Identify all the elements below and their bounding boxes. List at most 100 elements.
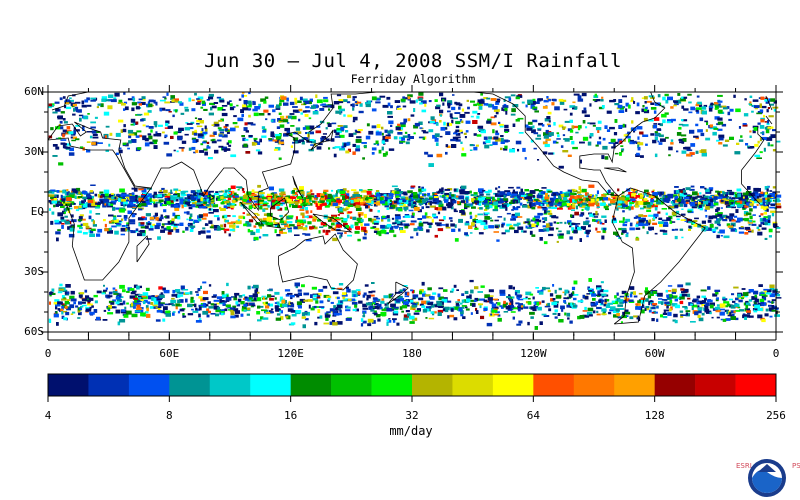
rain-cell: [386, 223, 392, 228]
rain-cell: [529, 230, 533, 235]
rain-cell: [270, 192, 274, 195]
rain-cell: [99, 198, 104, 202]
rain-cell: [432, 311, 437, 314]
rain-cell: [690, 202, 696, 207]
rain-cell: [144, 137, 149, 142]
rain-cell: [529, 204, 533, 209]
rain-cell: [758, 284, 763, 287]
rain-cell: [326, 216, 330, 220]
rain-cell: [595, 144, 599, 147]
rain-cell: [603, 197, 608, 201]
rain-cell: [223, 214, 228, 219]
rain-cell: [392, 298, 399, 301]
rain-cell: [770, 204, 775, 206]
rain-cell: [764, 126, 769, 130]
rain-cell: [494, 193, 500, 197]
rain-cell: [678, 139, 683, 142]
rain-cell: [503, 194, 506, 198]
rain-cell: [258, 224, 265, 227]
rain-cell: [155, 201, 161, 204]
rain-cell: [55, 137, 59, 140]
rain-cell: [523, 221, 526, 224]
rain-cell: [672, 202, 675, 207]
rain-cell: [642, 197, 645, 201]
rain-cell: [77, 224, 82, 228]
rain-cell: [262, 197, 267, 200]
rain-cell: [719, 190, 725, 194]
rain-cell: [509, 227, 515, 230]
rain-cell: [459, 118, 463, 122]
rain-cell: [660, 138, 666, 142]
rain-cell: [197, 195, 202, 199]
rain-cell: [262, 217, 268, 221]
rain-cell: [94, 206, 100, 209]
rain-cell: [286, 129, 290, 132]
rain-cell: [596, 198, 599, 202]
rain-cell: [170, 299, 177, 304]
rain-cell: [55, 203, 59, 207]
rain-cell: [534, 199, 539, 201]
rain-cell: [629, 198, 636, 201]
rain-cell: [421, 186, 424, 190]
rain-cell: [299, 139, 304, 142]
rain-cell: [681, 150, 687, 154]
rain-cell: [49, 301, 51, 305]
rain-cell: [775, 140, 781, 143]
rain-cell: [610, 200, 616, 204]
rain-cell: [654, 117, 660, 121]
rain-cell: [601, 223, 605, 225]
rain-cell: [179, 201, 184, 205]
rain-cell: [260, 222, 266, 225]
rain-cell: [266, 212, 273, 217]
rain-cell: [290, 145, 293, 148]
rain-cell: [242, 137, 246, 142]
rain-cell: [679, 203, 684, 207]
rain-cell: [626, 232, 629, 235]
rain-cell: [312, 226, 318, 230]
rain-cell: [648, 219, 652, 223]
rain-cell: [241, 188, 245, 191]
rain-cell: [284, 206, 288, 211]
rain-cell: [526, 127, 533, 131]
rain-cell: [219, 299, 222, 303]
rain-cell: [161, 223, 165, 226]
rain-cell: [246, 202, 252, 205]
rain-cell: [79, 308, 83, 310]
rain-cell: [742, 124, 748, 127]
rain-cell: [388, 148, 395, 151]
rain-cell: [55, 231, 61, 235]
rain-cell: [315, 130, 322, 134]
rain-cell: [662, 195, 665, 198]
rain-cell: [766, 109, 769, 113]
rain-cell: [64, 207, 67, 212]
rain-cell: [392, 222, 397, 225]
rain-cell: [689, 188, 695, 191]
rain-cell: [380, 224, 386, 229]
rain-cell: [71, 225, 75, 229]
rain-cell: [345, 130, 349, 133]
rain-cell: [674, 196, 678, 199]
rain-cell: [455, 197, 461, 200]
rain-cell: [153, 141, 158, 144]
rain-cell: [461, 120, 464, 124]
rain-cell: [118, 198, 121, 202]
rain-cell: [538, 190, 543, 193]
rain-cell: [129, 222, 136, 225]
rain-cell: [461, 153, 467, 157]
rain-cell: [608, 311, 612, 315]
rain-cell: [297, 226, 303, 230]
rain-cell: [97, 228, 103, 233]
rain-cell: [378, 298, 381, 301]
rain-cell: [730, 202, 734, 207]
rain-cell: [336, 130, 342, 134]
rain-cell: [666, 121, 672, 124]
rain-cell: [398, 199, 403, 203]
rain-cell: [193, 151, 196, 154]
rain-cell: [475, 195, 481, 199]
rain-cell: [450, 196, 455, 201]
rain-cell: [57, 229, 61, 231]
rain-cell: [772, 186, 777, 189]
rain-cell: [606, 129, 611, 132]
rain-cell: [355, 289, 361, 292]
rain-cell: [473, 197, 477, 200]
